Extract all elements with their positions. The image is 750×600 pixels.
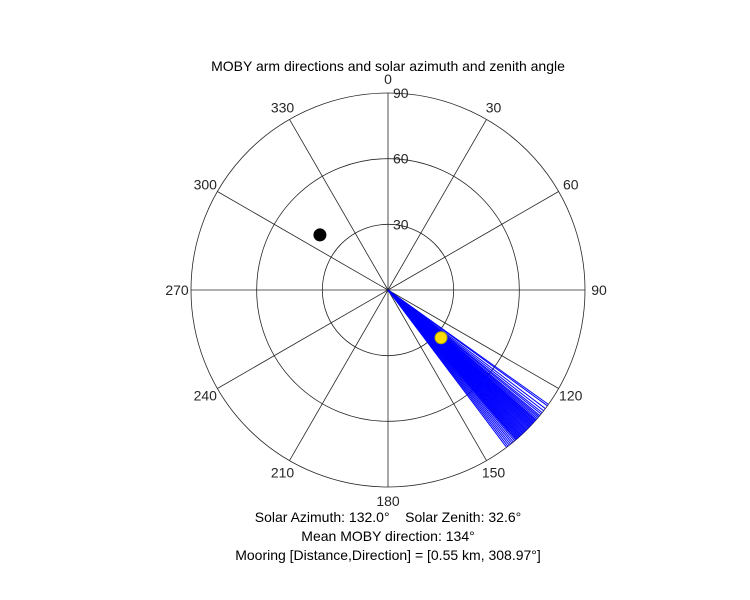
moby-arm-direction-line (387, 289, 507, 448)
angular-grid-spoke (217, 289, 389, 389)
radial-tick-labels: 30 60 90 (393, 85, 409, 232)
moby-arm-direction-line (387, 289, 549, 405)
angular-tick-label: 300 (194, 177, 218, 193)
angular-grid-spoke (387, 191, 559, 291)
data-series (313, 228, 549, 448)
angular-tick-label: 330 (271, 99, 295, 115)
angular-tick-label: 0 (384, 71, 392, 87)
angular-tick-label: 240 (194, 388, 218, 404)
angular-tick-label: 150 (482, 465, 506, 481)
angular-grid-spoke (289, 289, 389, 461)
footer-solar-line: Solar Azimuth: 132.0° Solar Zenith: 32.6… (255, 509, 521, 525)
angular-tick-label: 90 (591, 282, 607, 298)
angular-grid-spoke (289, 119, 389, 291)
radial-tick-label: 60 (393, 151, 409, 167)
angular-grid-spoke (387, 119, 487, 291)
angular-tick-labels: 0 30 60 90 120 150 180 210 240 270 300 330 (165, 71, 607, 509)
mooring-marker (313, 228, 327, 242)
angular-grid-spoke (387, 289, 487, 461)
sun-position-marker (434, 331, 448, 345)
angular-tick-label: 270 (165, 282, 189, 298)
footer-mooring-line: Mooring [Distance,Direction] = [0.55 km,… (235, 547, 541, 563)
angular-tick-label: 30 (486, 99, 502, 115)
polar-grid (190, 92, 586, 488)
radial-tick-label: 90 (393, 85, 409, 101)
angular-tick-label: 180 (376, 493, 400, 509)
angular-tick-label: 120 (559, 388, 583, 404)
angular-grid-spoke (217, 191, 389, 291)
angular-grid-spoke (387, 289, 559, 389)
radial-tick-label: 30 (393, 216, 409, 232)
angular-tick-label: 210 (271, 465, 295, 481)
chart-title: MOBY arm directions and solar azimuth an… (211, 58, 565, 74)
angular-tick-label: 60 (563, 177, 579, 193)
footer-moby-line: Mean MOBY direction: 134° (301, 528, 474, 544)
